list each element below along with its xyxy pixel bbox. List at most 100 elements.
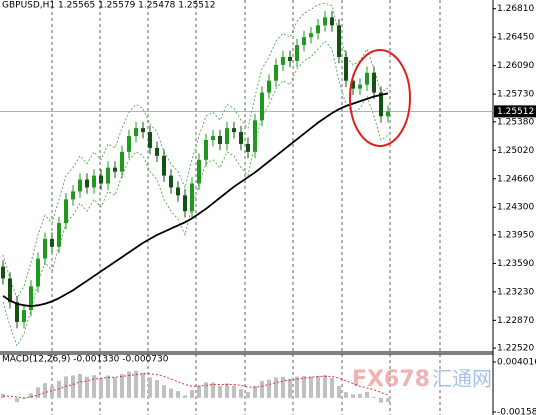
macd-bar bbox=[211, 382, 215, 398]
candle-body bbox=[134, 128, 138, 137]
candle-body bbox=[302, 37, 306, 46]
y-tick-label: 1.25020 bbox=[497, 146, 534, 156]
macd-bar bbox=[309, 376, 313, 398]
y-tick-label: 1.24300 bbox=[497, 203, 534, 213]
band-upper bbox=[2, 2, 389, 300]
y-tick-label: 1.25380 bbox=[497, 117, 534, 127]
candle-body bbox=[106, 167, 110, 184]
macd-bar bbox=[15, 397, 19, 402]
chart-title: GBPUSD,H1 1.25565 1.25579 1.25478 1.2551… bbox=[2, 1, 215, 11]
macd-bar bbox=[155, 380, 159, 398]
macd-bar bbox=[302, 376, 306, 398]
candle-body bbox=[218, 136, 222, 144]
candle-body bbox=[57, 223, 61, 247]
macd-bar bbox=[8, 397, 12, 399]
macd-bar bbox=[64, 376, 68, 398]
macd-bar bbox=[204, 382, 208, 398]
macd-bar bbox=[386, 397, 390, 402]
candle-body bbox=[141, 128, 145, 133]
candle-body bbox=[92, 175, 96, 188]
y-tick-label: -0.001584 bbox=[497, 408, 536, 415]
macd-bar bbox=[113, 377, 117, 398]
candle-body bbox=[253, 120, 257, 152]
macd-bar bbox=[85, 376, 89, 398]
candle-body bbox=[372, 72, 376, 93]
macd-bar bbox=[99, 378, 103, 398]
macd-bar bbox=[358, 394, 362, 398]
candle-body bbox=[64, 199, 68, 224]
candle-body bbox=[8, 278, 12, 303]
candle-body bbox=[365, 72, 369, 85]
candle-body bbox=[204, 140, 208, 160]
macd-bar bbox=[225, 383, 229, 398]
macd-bar bbox=[288, 378, 292, 398]
candle-body bbox=[379, 92, 383, 117]
macd-bar bbox=[295, 376, 299, 398]
candle-body bbox=[267, 80, 271, 93]
macd-bar bbox=[36, 387, 40, 398]
macd-bar bbox=[148, 377, 152, 398]
candle-body bbox=[127, 136, 131, 152]
macd-bar bbox=[379, 397, 383, 403]
last-price-label: 1.25512 bbox=[497, 107, 534, 117]
candle-body bbox=[316, 25, 320, 34]
candle-body bbox=[358, 84, 362, 89]
macd-bar bbox=[218, 385, 222, 398]
candle-body bbox=[281, 56, 285, 65]
candle-body bbox=[351, 80, 355, 89]
candle-body bbox=[85, 179, 89, 188]
macd-bar bbox=[78, 373, 82, 398]
macd-bar bbox=[127, 371, 131, 398]
candle-body bbox=[211, 136, 215, 141]
candle-body bbox=[295, 45, 299, 61]
candle-body bbox=[169, 175, 173, 188]
macd-bar bbox=[29, 393, 33, 398]
candle-body bbox=[246, 143, 250, 152]
candle-body bbox=[1, 266, 5, 279]
y-tick-label: 1.23950 bbox=[497, 230, 534, 240]
y-tick-label: 1.26090 bbox=[497, 61, 534, 71]
macd-bar bbox=[169, 388, 173, 398]
candle-body bbox=[78, 179, 82, 192]
macd-bar bbox=[337, 386, 341, 398]
candle-body bbox=[43, 238, 47, 259]
candle-body bbox=[113, 167, 117, 172]
macd-bar bbox=[344, 392, 348, 398]
macd-bar bbox=[281, 376, 285, 398]
macd-bar bbox=[50, 385, 54, 398]
macd-bar bbox=[351, 394, 355, 398]
candle-body bbox=[183, 195, 187, 212]
y-tick-label: 1.23590 bbox=[497, 259, 534, 269]
candle-body bbox=[29, 286, 33, 311]
candle-body bbox=[274, 64, 278, 81]
candle-body bbox=[260, 92, 264, 121]
y-tick-label: 1.26450 bbox=[497, 33, 534, 43]
macd-bar bbox=[106, 375, 110, 398]
macd-signal bbox=[3, 373, 389, 399]
candle-body bbox=[323, 17, 327, 26]
macd-title: MACD(12,26,9) -0.001330 -0.000730 bbox=[2, 355, 169, 365]
highlight-circle bbox=[349, 49, 411, 147]
last-price-box bbox=[494, 105, 536, 118]
candle-body bbox=[36, 258, 40, 287]
macd-bar bbox=[232, 385, 236, 398]
macd-bar bbox=[190, 390, 194, 398]
candle-body bbox=[120, 151, 124, 172]
macd-bar bbox=[246, 392, 250, 398]
y-tick-label: 1.22520 bbox=[497, 344, 534, 354]
macd-bar bbox=[162, 385, 166, 398]
candle-body bbox=[155, 147, 159, 156]
macd-bar bbox=[274, 377, 278, 398]
macd-bar bbox=[183, 395, 187, 398]
y-tick-label: 1.22870 bbox=[497, 316, 534, 326]
candle-body bbox=[162, 155, 166, 176]
y-tick-label: 1.24660 bbox=[497, 174, 534, 184]
candle-body bbox=[176, 187, 180, 196]
candle-body bbox=[15, 302, 19, 322]
candle-body bbox=[148, 132, 152, 148]
candle-body bbox=[225, 128, 229, 144]
macd-bar bbox=[120, 374, 124, 398]
candle-body bbox=[386, 111, 390, 117]
